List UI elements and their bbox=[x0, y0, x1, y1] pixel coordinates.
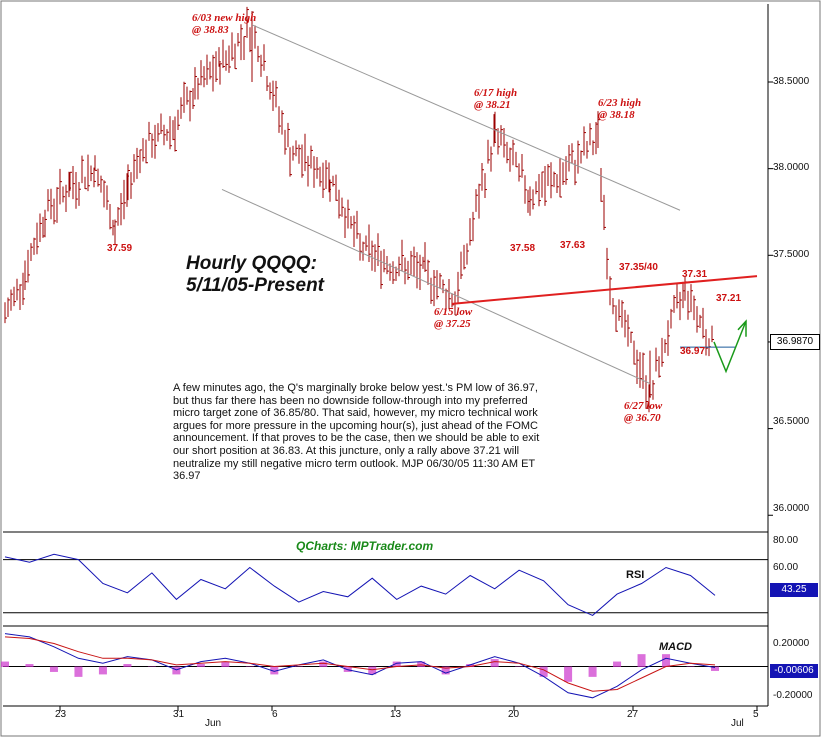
x-tick-label: Jun bbox=[205, 718, 222, 729]
price-tick-label: 37.5000 bbox=[773, 249, 810, 260]
macd-histogram-bar bbox=[686, 666, 695, 667]
annotation-6-27-low: 6/27 low @ 36.70 bbox=[624, 400, 663, 424]
macd-tick-label: 0.20000 bbox=[773, 638, 810, 649]
rsi-line bbox=[4, 553, 716, 616]
last-price-tag: 36.9870 bbox=[770, 334, 820, 350]
macd-histogram-bar bbox=[1, 661, 9, 667]
annotation-37-35-40: 37.35/40 bbox=[619, 262, 658, 273]
channel-lower-line bbox=[221, 188, 651, 384]
macd-histogram-bar bbox=[588, 666, 597, 677]
macd-histogram-bar bbox=[270, 666, 279, 675]
rsi-label: RSI bbox=[626, 569, 645, 581]
macd-histogram-bar bbox=[637, 654, 646, 667]
annotation-6-23-high: 6/23 high @ 38.18 bbox=[598, 97, 642, 121]
macd-tick-label: -0.20000 bbox=[773, 690, 813, 701]
projection-arrow bbox=[713, 320, 747, 374]
macd-histogram-bar bbox=[368, 666, 377, 675]
x-tick-label: 27 bbox=[627, 709, 639, 720]
commentary-text: A few minutes ago, the Q's marginally br… bbox=[173, 382, 540, 483]
macd-histogram-bar bbox=[147, 666, 156, 667]
macd-signal-line bbox=[4, 636, 716, 692]
annotation-6-03-high: 6/03 new high @ 38.83 bbox=[192, 12, 257, 36]
macd-histogram-bar bbox=[245, 666, 254, 667]
annotation-37-58: 37.58 bbox=[510, 243, 536, 254]
rsi-tick-label: 80.00 bbox=[773, 535, 799, 546]
x-tick-label: Jul bbox=[731, 718, 744, 729]
rsi-last-tag: 43.25 bbox=[770, 583, 818, 597]
x-tick-label: 6 bbox=[272, 709, 278, 720]
annotation-37-21: 37.21 bbox=[716, 293, 742, 304]
macd-histogram-bar bbox=[417, 661, 426, 667]
macd-histogram-bar bbox=[392, 661, 401, 667]
macd-histogram-bar bbox=[490, 659, 499, 667]
macd-histogram-bar bbox=[98, 666, 107, 675]
macd-histogram-bar bbox=[196, 664, 205, 667]
macd-histogram-bar bbox=[441, 666, 450, 675]
macd-histogram-bar bbox=[319, 661, 328, 667]
chart-title: Hourly QQQQ: 5/11/05-Present bbox=[186, 253, 324, 297]
watermark: QCharts: MPTrader.com bbox=[296, 539, 434, 553]
macd-histogram-bar bbox=[74, 666, 83, 677]
macd-histogram-bar bbox=[564, 666, 573, 682]
macd-label: MACD bbox=[659, 641, 692, 653]
annotation-37-31: 37.31 bbox=[682, 269, 708, 280]
macd-last-tag: -0.00606 bbox=[770, 664, 818, 678]
title-line-1: Hourly QQQQ: bbox=[186, 253, 317, 274]
macd-line bbox=[4, 633, 716, 699]
x-tick-label: 13 bbox=[390, 709, 402, 720]
macd-histogram-bar bbox=[123, 664, 132, 667]
support-trendline bbox=[451, 275, 758, 305]
projection-arrowhead bbox=[737, 319, 747, 337]
macd-histogram-bar bbox=[221, 661, 230, 667]
macd-histogram-bar bbox=[515, 666, 524, 667]
x-tick-label: 5 bbox=[753, 709, 759, 720]
price-tick-label: 38.0000 bbox=[773, 162, 810, 173]
macd-histogram-bar bbox=[613, 661, 622, 667]
macd-histogram-bar bbox=[662, 654, 671, 667]
price-tick-label: 36.0000 bbox=[773, 503, 810, 514]
x-tick-label: 23 bbox=[55, 709, 67, 720]
annotation-6-17-high: 6/17 high @ 38.21 bbox=[474, 87, 518, 111]
channel-upper-line bbox=[251, 24, 681, 211]
macd-histogram-bar bbox=[172, 666, 181, 675]
price-tick-label: 38.5000 bbox=[773, 76, 810, 87]
annotation-37-63: 37.63 bbox=[560, 240, 586, 251]
x-tick-label: 31 bbox=[173, 709, 185, 720]
annotation-36-97: 36.97 bbox=[680, 346, 706, 357]
macd-histogram-bar bbox=[539, 666, 548, 677]
rsi-tick-label: 60.00 bbox=[773, 562, 799, 573]
macd-histogram-bar bbox=[711, 666, 719, 671]
macd-histogram-bar bbox=[25, 664, 34, 667]
macd-histogram-bar bbox=[343, 666, 352, 672]
x-tick-label: 20 bbox=[508, 709, 520, 720]
macd-histogram-bar bbox=[466, 664, 475, 667]
title-line-2: 5/11/05-Present bbox=[186, 275, 325, 296]
annotation-6-15-low: 6/15 low @ 37.25 bbox=[434, 306, 473, 330]
macd-histogram-bar bbox=[49, 666, 58, 672]
macd-histogram-bar bbox=[294, 666, 303, 667]
price-tick-label: 36.5000 bbox=[773, 416, 810, 427]
annotation-37-59: 37.59 bbox=[107, 243, 133, 254]
